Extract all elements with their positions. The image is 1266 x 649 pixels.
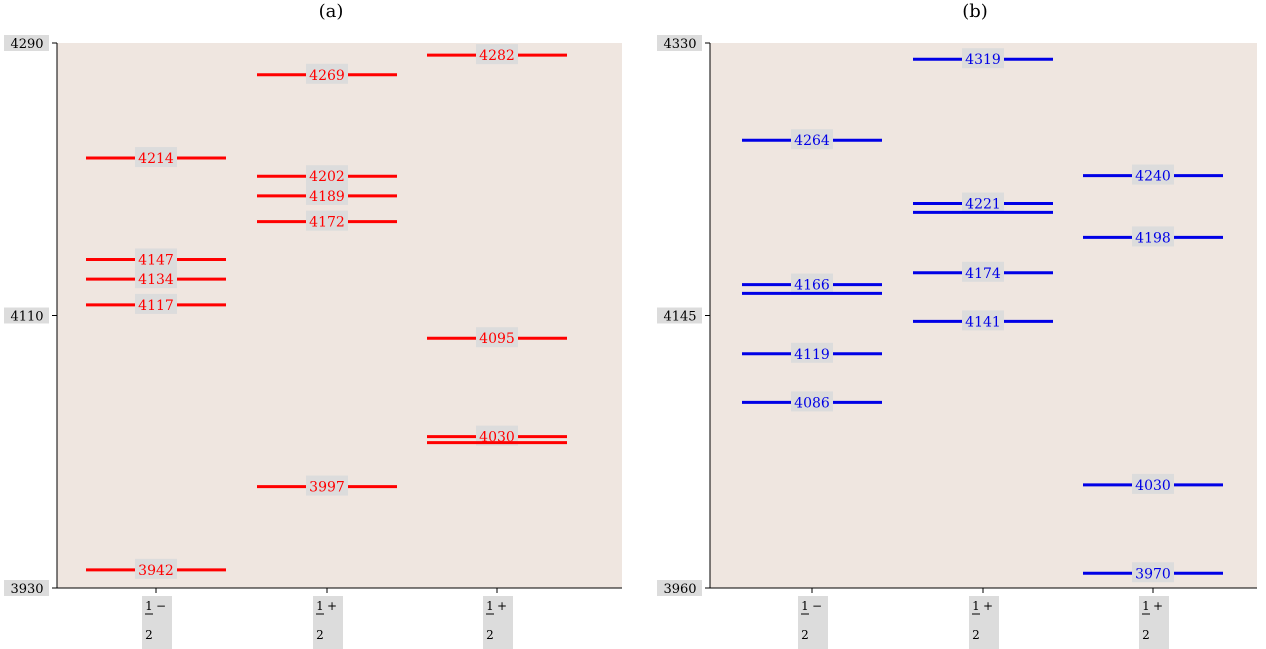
level-label-bg (962, 310, 1004, 331)
level-label-bg (135, 268, 177, 289)
x-tick-label-bg (969, 596, 999, 649)
y-tick-label-bg (4, 307, 49, 324)
x-tick-parity: + (1153, 599, 1163, 613)
y-tick-label-bg (657, 35, 702, 51)
plot-background (57, 43, 622, 588)
x-tick-label-bg (142, 596, 172, 649)
level-label: 4141 (965, 314, 1001, 330)
panel-a-title: (a) (318, 1, 344, 22)
x-tick-label-bg (798, 596, 828, 649)
y-tick-label-bg (4, 580, 49, 596)
level-label: 3970 (1135, 566, 1171, 582)
level-label: 4147 (138, 252, 174, 268)
level-label-bg (1132, 164, 1174, 185)
y-tick-label-bg (657, 580, 702, 596)
level-label: 4030 (1135, 478, 1171, 494)
level-label: 4198 (1135, 230, 1171, 246)
x-tick-denominator: 2 (316, 628, 324, 642)
level-label: 3942 (138, 563, 174, 579)
x-tick-label-bg (313, 596, 343, 649)
level-label-bg (476, 327, 518, 348)
x-tick-parity: + (327, 599, 337, 613)
level-label-bg (962, 261, 1004, 282)
level-label-bg (135, 147, 177, 168)
level-label: 4269 (309, 68, 345, 84)
x-tick-denominator: 2 (801, 628, 809, 642)
y-tick-label-bg (4, 35, 49, 51)
x-tick-parity: + (983, 599, 993, 613)
level-label: 4166 (794, 278, 830, 294)
x-tick-label-bg (483, 596, 513, 649)
y-tick-label: 3960 (663, 582, 696, 597)
level-label: 4174 (965, 266, 1001, 282)
level-label-bg (306, 210, 348, 231)
level-label-bg (476, 44, 518, 65)
x-tick-numerator: 1 (1142, 599, 1150, 613)
level-label: 4119 (794, 347, 830, 363)
level-label-bg (791, 391, 833, 412)
level-label: 4172 (309, 215, 345, 231)
level-label-bg (476, 425, 518, 446)
level-label-bg (791, 342, 833, 363)
level-label: 4319 (965, 52, 1001, 68)
level-label-bg (962, 48, 1004, 69)
x-tick-parity: + (497, 599, 507, 613)
level-label-bg (1132, 473, 1174, 494)
x-tick-label-bg (1139, 596, 1169, 649)
y-tick-label: 4330 (663, 37, 696, 52)
level-label: 4095 (479, 331, 515, 347)
level-label-bg (791, 129, 833, 150)
y-tick-label: 3930 (10, 582, 43, 597)
level-label: 4221 (965, 197, 1001, 213)
y-tick-label: 4290 (10, 37, 43, 52)
x-tick-denominator: 2 (972, 628, 980, 642)
level-label: 4189 (309, 189, 345, 205)
level-label-bg (306, 63, 348, 84)
level-label-bg (1132, 226, 1174, 247)
level-label: 4282 (479, 48, 515, 64)
level-label-bg (135, 248, 177, 269)
y-tick-label: 4145 (663, 310, 696, 325)
level-label: 4214 (138, 151, 174, 167)
x-tick-numerator: 1 (486, 599, 494, 613)
x-tick-parity: − (156, 599, 166, 613)
y-tick-label-bg (657, 307, 702, 324)
y-tick-label: 4110 (10, 310, 43, 325)
x-tick-numerator: 1 (801, 599, 809, 613)
x-tick-denominator: 2 (145, 628, 153, 642)
level-label-bg (135, 558, 177, 579)
level-label: 4240 (1135, 169, 1171, 185)
level-label: 4086 (794, 395, 830, 411)
level-label: 4117 (138, 298, 174, 314)
panel-b-title: (b) (962, 1, 988, 22)
level-label-bg (306, 165, 348, 186)
x-tick-denominator: 2 (1142, 628, 1150, 642)
level-label-bg (135, 293, 177, 314)
level-label-bg (791, 273, 833, 294)
level-label-bg (306, 184, 348, 205)
x-tick-numerator: 1 (972, 599, 980, 613)
level-label: 4264 (794, 133, 830, 149)
x-tick-numerator: 1 (316, 599, 324, 613)
x-tick-denominator: 2 (486, 628, 494, 642)
level-label: 3997 (309, 480, 345, 496)
level-label-bg (962, 192, 1004, 213)
x-tick-parity: − (812, 599, 822, 613)
level-label: 4202 (309, 169, 345, 185)
x-tick-numerator: 1 (145, 599, 153, 613)
level-label: 4134 (138, 272, 174, 288)
level-label-bg (1132, 562, 1174, 583)
level-label-bg (306, 475, 348, 496)
